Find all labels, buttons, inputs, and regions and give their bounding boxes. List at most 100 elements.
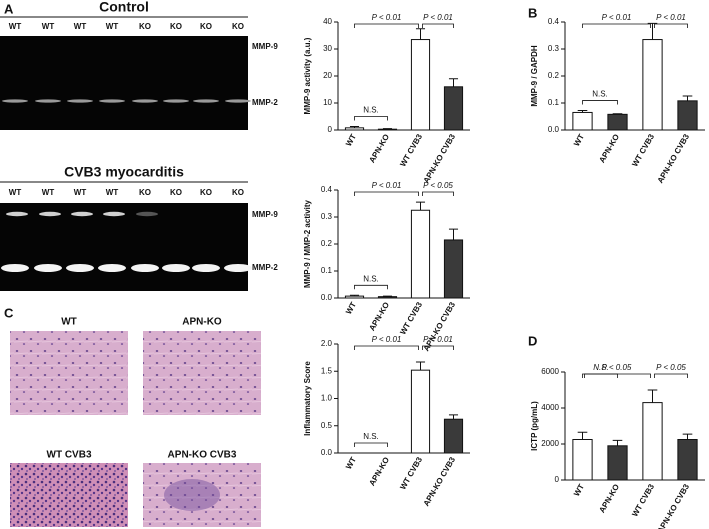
significance-bracket [584, 373, 618, 378]
bar [344, 127, 365, 131]
lane-label: KO [170, 188, 182, 197]
x-tick-label: APN-KO [597, 133, 621, 165]
significance-bracket [654, 23, 688, 28]
y-tick-label: 0.1 [321, 266, 333, 275]
panel-letter: A [4, 1, 14, 16]
significance-label: N.S. [363, 432, 379, 441]
y-tick-label: 0.0 [321, 448, 333, 457]
gel-band [1, 264, 29, 272]
y-tick-label: 0 [555, 475, 560, 484]
error-bar [415, 28, 426, 40]
x-tick-label: WT [344, 132, 358, 147]
y-tick-label: 0.4 [548, 17, 560, 26]
error-bar [415, 201, 426, 211]
error-bar [349, 125, 360, 128]
y-tick-label: 2.0 [321, 339, 333, 348]
x-tick-label: WT [572, 132, 586, 147]
x-tick-label: WT CVB3 [398, 300, 424, 336]
bar [377, 296, 398, 299]
y-tick-label: 0.1 [548, 98, 560, 107]
significance-bracket [422, 23, 454, 28]
bar [443, 86, 464, 131]
significance-bracket [582, 373, 651, 378]
error-bar [448, 414, 459, 420]
x-tick-label: APN-KO CVB3 [656, 482, 692, 529]
gel-band [193, 99, 219, 103]
y-axis-label: MMP-9 activity (a.u.) [303, 37, 312, 114]
bar [410, 209, 431, 299]
significance-bracket [422, 345, 454, 350]
error-bar [577, 431, 588, 440]
significance-label: P < 0.01 [602, 13, 632, 22]
y-tick-label: 40 [323, 17, 332, 26]
panel-letter: B [528, 5, 537, 20]
x-tick-label: APN-KO [597, 483, 621, 515]
panel-letter: C [4, 305, 14, 320]
significance-bracket [354, 284, 388, 290]
panel-letter: D [528, 333, 537, 348]
gel-band [71, 211, 93, 217]
band-label: MMP-2 [252, 263, 278, 272]
histology-image [143, 463, 261, 527]
lane-label: WT [74, 188, 87, 197]
significance-bracket [354, 23, 419, 28]
y-axis-label: Inflammatory Score [303, 361, 312, 436]
y-tick-label: 20 [323, 71, 332, 80]
bar [607, 113, 628, 131]
gel-band [35, 99, 61, 103]
significance-bracket [582, 100, 618, 105]
gel-band [163, 99, 189, 103]
gel-band [2, 99, 28, 103]
bar [443, 239, 464, 299]
lane-label: WT [9, 188, 22, 197]
gel-band [99, 99, 125, 103]
y-tick-label: 0.2 [321, 239, 333, 248]
gel-band [67, 99, 93, 103]
lane-label: WT [106, 188, 119, 197]
y-axis-label: ICTP (pg/mL) [530, 401, 539, 451]
band-label: MMP-9 [252, 210, 278, 219]
significance-label: N.S. [592, 90, 608, 99]
bar [677, 439, 698, 481]
band-label: MMP-2 [252, 98, 278, 107]
y-tick-label: 10 [323, 98, 332, 107]
error-bar [448, 78, 459, 87]
error-bar [577, 110, 588, 113]
y-tick-label: 30 [323, 44, 332, 53]
error-bar [647, 389, 658, 403]
y-tick-label: 1.5 [321, 366, 333, 375]
lane-label: KO [200, 22, 212, 31]
gel-band [98, 264, 126, 272]
significance-label: N.S. [593, 363, 609, 372]
lane-label: WT [42, 188, 55, 197]
gel-band [6, 211, 28, 217]
significance-label: P < 0.01 [423, 13, 453, 22]
band-label: MMP-9 [252, 42, 278, 51]
bar [572, 111, 593, 131]
gel-band [192, 264, 220, 272]
significance-label: P < 0.01 [656, 13, 686, 22]
y-tick-label: 0 [328, 125, 333, 134]
gel-band [132, 99, 158, 103]
error-bar [349, 294, 360, 297]
x-tick-label: WT [572, 482, 586, 497]
histology-label: APN-KO CVB3 [168, 450, 237, 461]
x-tick-label: APN-KO [367, 301, 391, 333]
error-bar [682, 433, 693, 440]
significance-label: P < 0.05 [656, 363, 686, 372]
x-tick-label: APN-KO CVB3 [422, 300, 458, 353]
x-tick-label: WT CVB3 [398, 455, 424, 491]
histology-label: APN-KO [182, 317, 222, 328]
error-bar [612, 439, 623, 446]
bar [344, 295, 365, 299]
gel-title: CVB3 myocarditis [64, 164, 184, 180]
lane-label: KO [139, 22, 151, 31]
significance-bracket [422, 191, 454, 196]
bar [377, 128, 398, 131]
bar [607, 445, 628, 481]
gel-image [0, 36, 248, 130]
y-tick-label: 0.3 [321, 212, 333, 221]
significance-label: P < 0.01 [372, 181, 402, 190]
bar [443, 418, 464, 454]
x-tick-label: WT CVB3 [630, 132, 656, 168]
